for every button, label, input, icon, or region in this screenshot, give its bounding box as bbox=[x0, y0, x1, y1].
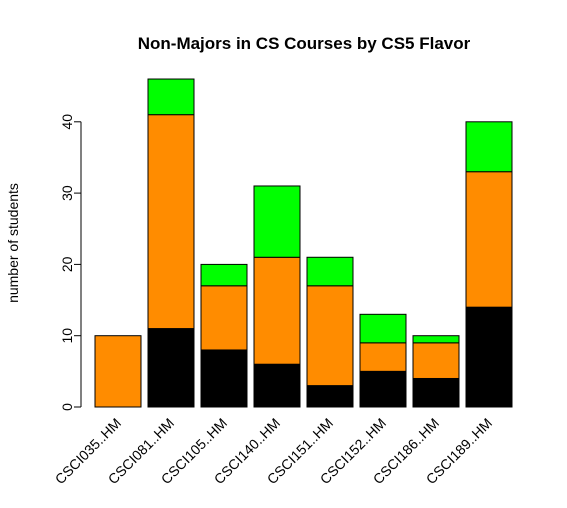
bar-segment bbox=[200, 263, 248, 287]
y-tick-label: 20 bbox=[59, 256, 75, 272]
bar-segment bbox=[359, 342, 407, 372]
bar-segment bbox=[465, 306, 513, 408]
bar-segment bbox=[200, 349, 248, 408]
bar-segment bbox=[306, 385, 354, 408]
bar-segment bbox=[253, 185, 301, 258]
bar-segment bbox=[306, 256, 354, 287]
bar-segment bbox=[412, 377, 460, 408]
y-axis-label: number of students bbox=[5, 183, 21, 303]
y-tick-label: 40 bbox=[59, 114, 75, 130]
bars bbox=[94, 78, 513, 408]
bar-segment bbox=[147, 78, 195, 116]
bar-segment bbox=[359, 370, 407, 408]
bar-segment bbox=[253, 363, 301, 408]
y-tick-label: 10 bbox=[59, 328, 75, 344]
bar-segment bbox=[465, 171, 513, 308]
x-axis-labels: CSCI035..HMCSCI081..HMCSCI105..HMCSCI140… bbox=[52, 415, 495, 487]
bar-segment bbox=[253, 256, 301, 365]
bar-segment bbox=[306, 285, 354, 387]
bar-segment bbox=[147, 114, 195, 330]
bar-segment bbox=[200, 285, 248, 351]
bar-segment bbox=[412, 342, 460, 379]
bar-segment bbox=[359, 313, 407, 344]
bar-segment bbox=[147, 328, 195, 408]
y-tick-label: 30 bbox=[59, 185, 75, 201]
chart-title: Non-Majors in CS Courses by CS5 Flavor bbox=[138, 34, 471, 53]
y-axis: 0 10 20 30 40 bbox=[59, 114, 82, 411]
bar-segment bbox=[412, 335, 460, 344]
y-tick-label: 0 bbox=[59, 403, 75, 411]
bar-segment bbox=[94, 335, 142, 408]
bar-segment bbox=[465, 121, 513, 173]
